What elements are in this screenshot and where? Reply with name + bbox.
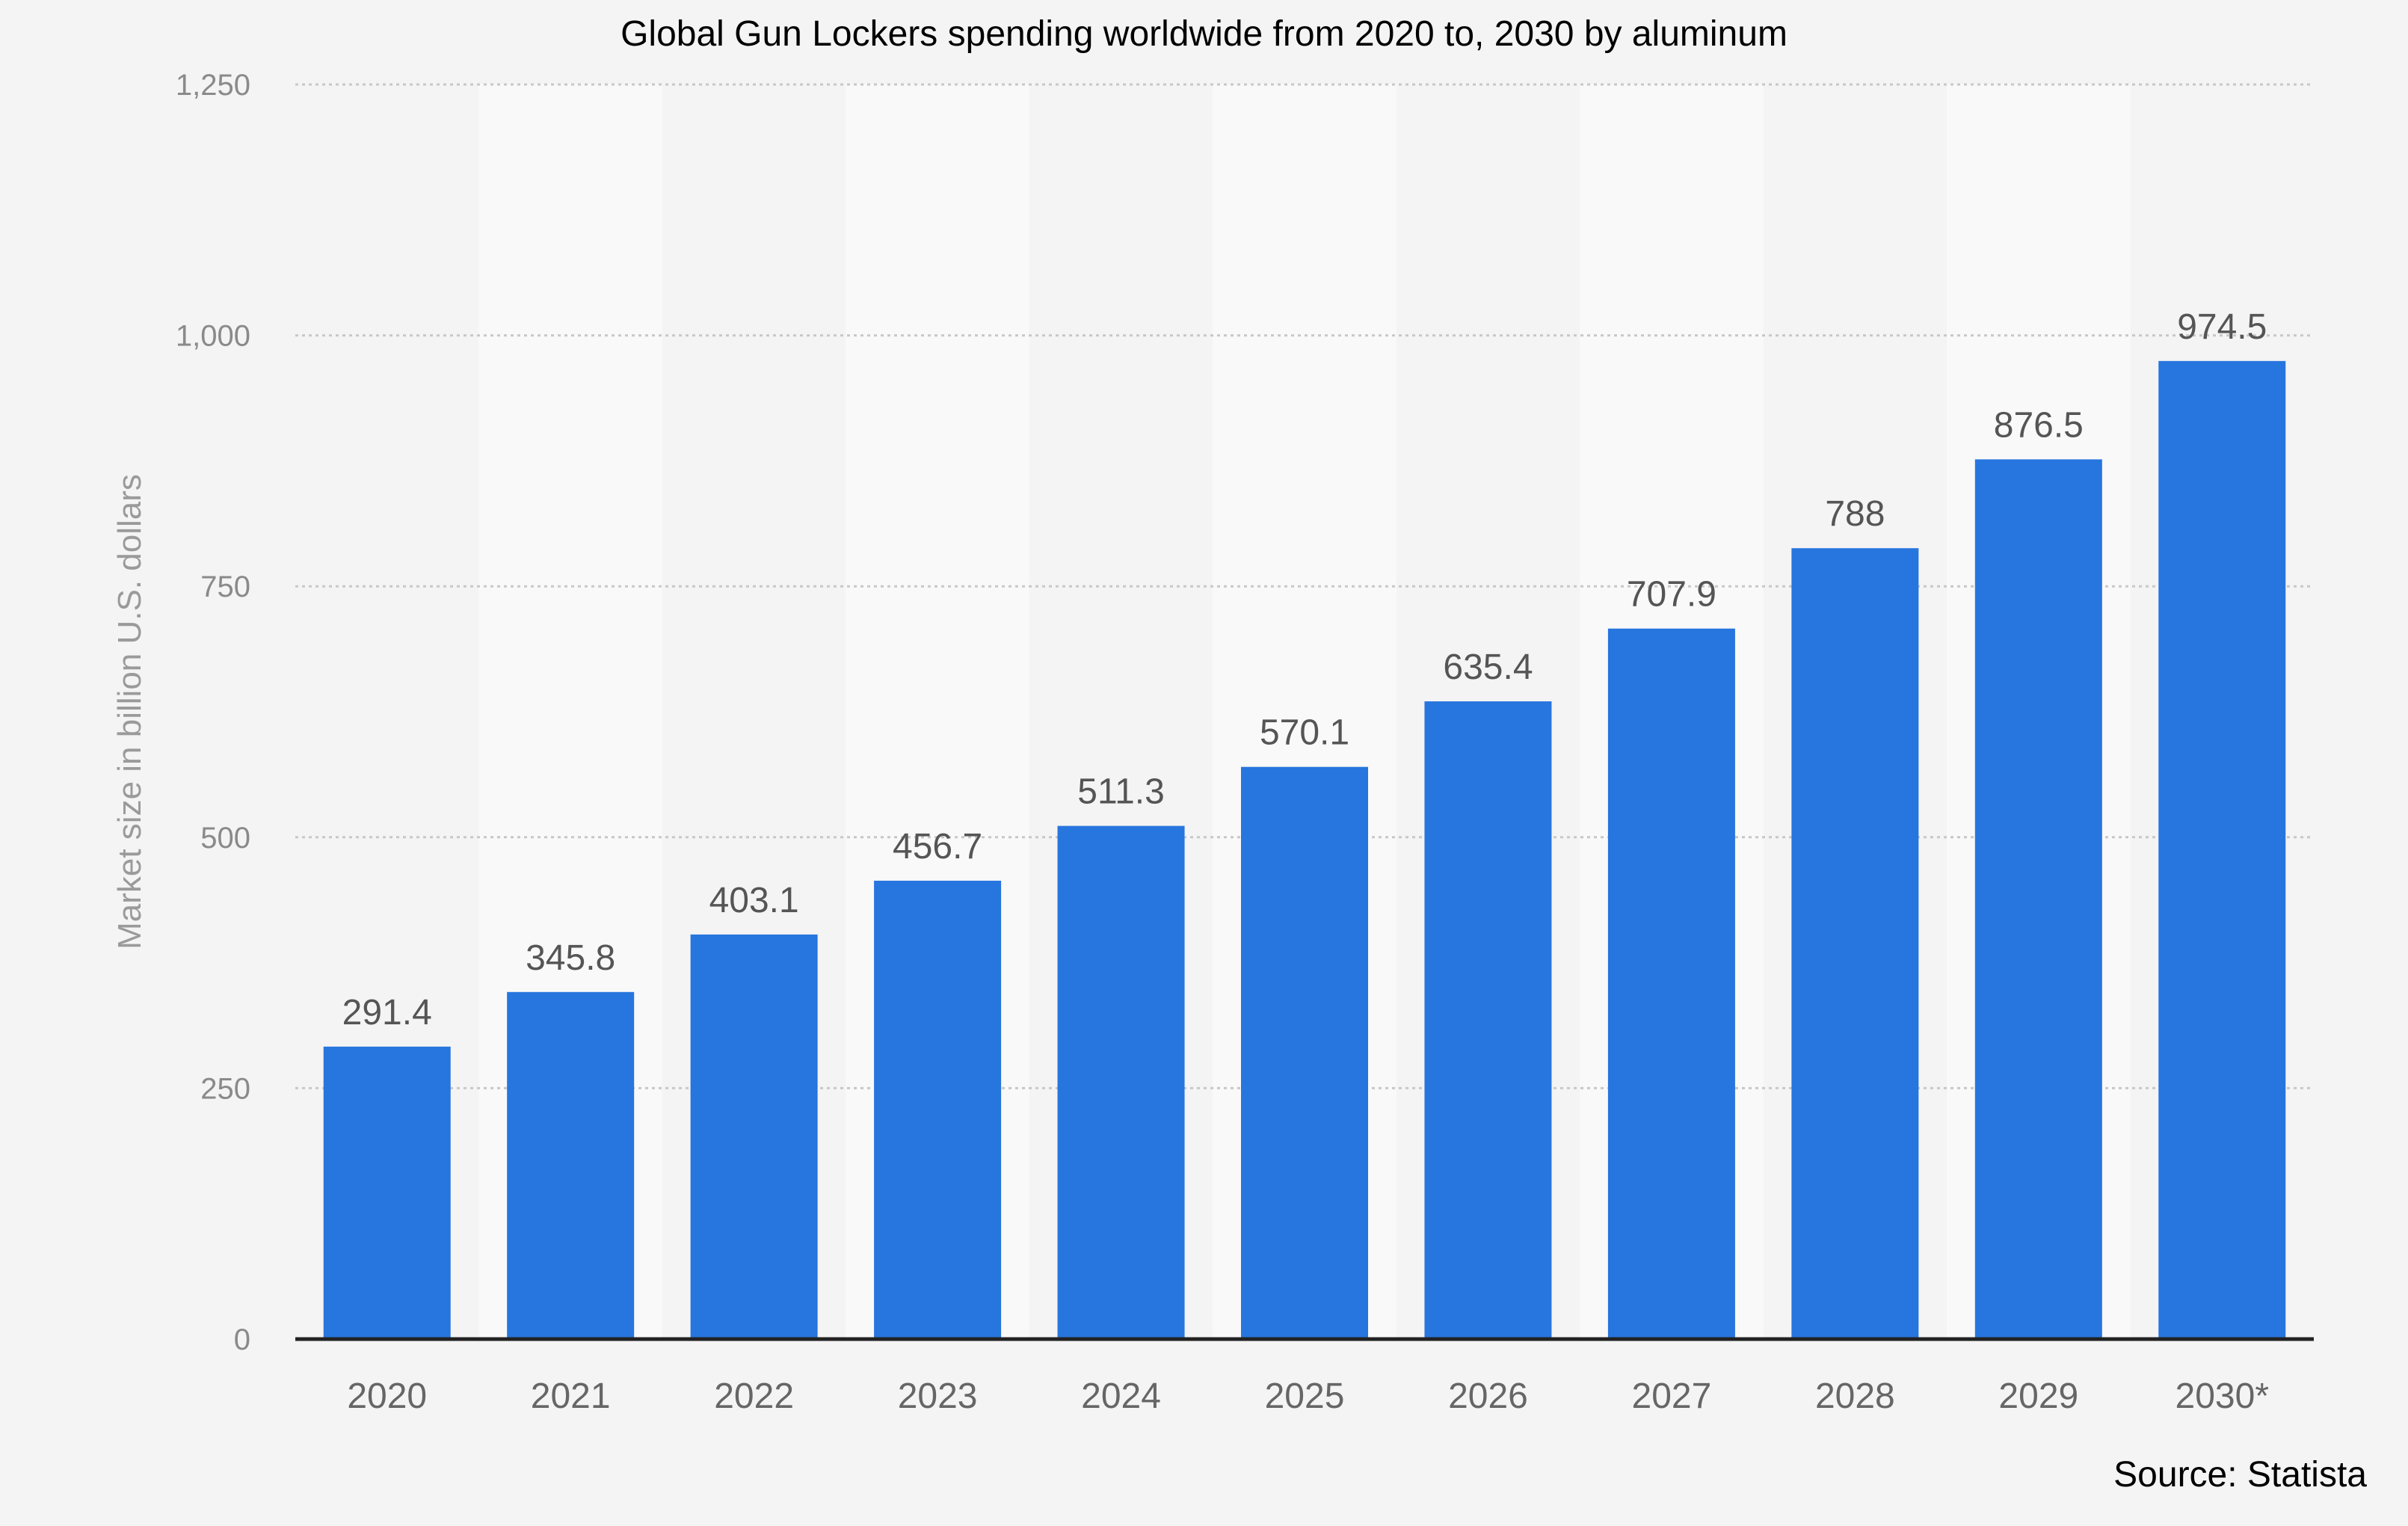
x-tick-label: 2022 xyxy=(714,1376,794,1416)
x-tick-label: 2030* xyxy=(2175,1376,2269,1416)
bar-2029 xyxy=(1974,459,2102,1339)
value-label: 291.4 xyxy=(342,993,432,1033)
bar-2027 xyxy=(1607,628,1735,1339)
value-label: 511.3 xyxy=(1077,772,1165,812)
bar-2025 xyxy=(1241,766,1368,1339)
x-tick-label: 2026 xyxy=(1448,1376,1528,1416)
y-tick-label: 250 xyxy=(200,1072,250,1105)
value-label: 974.5 xyxy=(2177,307,2267,347)
bar-2021 xyxy=(507,991,635,1339)
chart-title: Global Gun Lockers spending worldwide fr… xyxy=(621,14,1787,54)
value-label: 456.7 xyxy=(893,827,982,867)
x-tick-label: 2025 xyxy=(1265,1376,1345,1416)
y-tick-label: 1,250 xyxy=(176,69,250,102)
bar-2023 xyxy=(874,880,1002,1339)
value-label: 707.9 xyxy=(1627,575,1716,615)
y-axis-title: Market size in billion U.S. dollars xyxy=(111,474,148,950)
y-tick-label: 500 xyxy=(200,822,250,855)
bar-2022 xyxy=(690,934,818,1339)
x-tick-label: 2024 xyxy=(1081,1376,1161,1416)
x-tick-label: 2028 xyxy=(1815,1376,1895,1416)
source-note: Source: Statista xyxy=(2113,1455,2367,1495)
bar-2020 xyxy=(323,1046,451,1339)
y-tick-label: 750 xyxy=(200,570,250,603)
x-tick-label: 2029 xyxy=(1998,1376,2078,1416)
x-tick-label: 2020 xyxy=(347,1376,427,1416)
x-tick-label: 2023 xyxy=(898,1376,978,1416)
y-tick-label: 1,000 xyxy=(176,320,250,353)
y-tick-label: 0 xyxy=(234,1323,250,1356)
bar-2028 xyxy=(1791,548,1919,1340)
value-label: 570.1 xyxy=(1260,713,1349,753)
bar-2024 xyxy=(1057,825,1185,1339)
bar-2026 xyxy=(1424,701,1552,1339)
value-label: 345.8 xyxy=(526,938,615,978)
value-label: 403.1 xyxy=(709,881,799,920)
value-label: 876.5 xyxy=(1994,405,2084,445)
x-tick-label: 2021 xyxy=(531,1376,611,1416)
bar-2030 xyxy=(2158,360,2286,1340)
x-tick-label: 2027 xyxy=(1632,1376,1712,1416)
value-label: 635.4 xyxy=(1443,647,1533,687)
value-label: 788 xyxy=(1825,494,1885,534)
